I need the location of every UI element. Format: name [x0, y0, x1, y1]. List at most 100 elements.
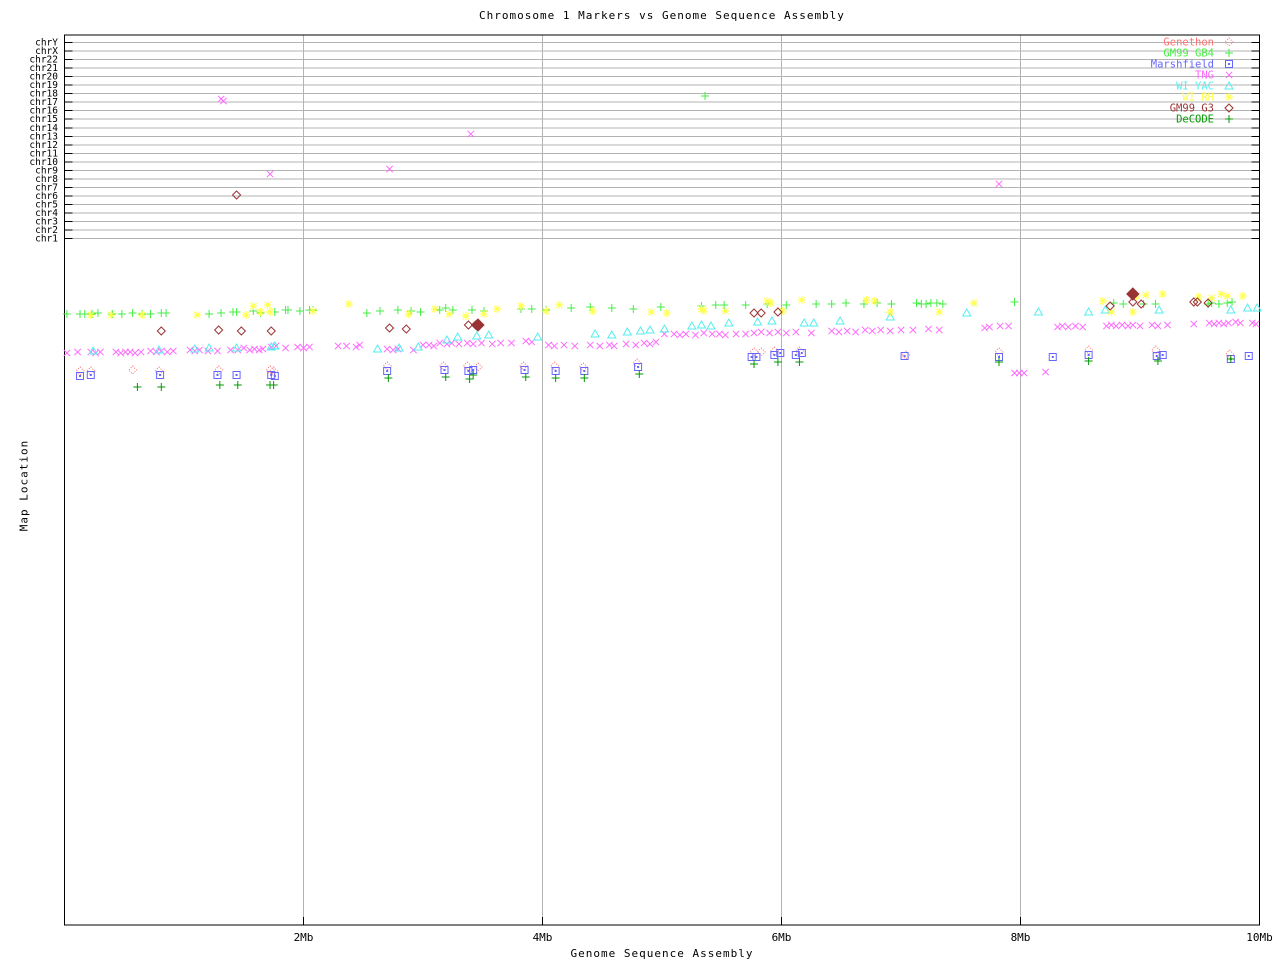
- data-point-dot: [583, 370, 586, 372]
- data-point: [870, 297, 879, 305]
- data-point: [266, 170, 274, 178]
- data-point: [488, 340, 496, 348]
- data-point: [1225, 71, 1233, 79]
- data-point: [862, 296, 871, 304]
- data-point: [445, 310, 454, 318]
- data-point: [295, 307, 304, 315]
- data-point: [189, 343, 200, 353]
- data-point: [551, 374, 560, 382]
- data-point: [828, 327, 836, 335]
- data-point: [435, 306, 444, 314]
- data-point: [835, 315, 845, 325]
- data-point: [721, 331, 729, 339]
- data-point: [1079, 323, 1087, 331]
- data-point: [1048, 353, 1057, 361]
- data-point: [137, 348, 145, 356]
- data-point: [782, 329, 790, 337]
- data-point: [383, 345, 391, 353]
- data-point: [588, 307, 597, 315]
- chromosome-row-label: chr16: [29, 106, 58, 117]
- data-point: [763, 297, 772, 305]
- chromosome-row-label: chr9: [35, 165, 58, 176]
- data-point: [465, 375, 474, 383]
- data-point: [62, 310, 71, 318]
- data-point: [436, 339, 444, 347]
- data-point: [752, 316, 763, 326]
- legend-label-gm99-g3: GM99 G3: [1170, 103, 1214, 115]
- data-point: [213, 325, 224, 335]
- data-point: [232, 371, 241, 379]
- data-point-dot: [997, 356, 1000, 358]
- chromosome-row-label: chrY: [35, 38, 58, 49]
- data-point: [797, 349, 806, 357]
- data-point: [750, 329, 758, 337]
- data-point: [622, 340, 630, 348]
- data-point: [799, 317, 810, 327]
- data-point-dot: [467, 370, 470, 372]
- chromosome-row-label: chr21: [29, 63, 58, 74]
- data-point: [232, 308, 241, 316]
- data-point: [699, 307, 708, 315]
- data-point-dot: [89, 374, 92, 376]
- data-point: [596, 342, 604, 350]
- data-point-dot: [1161, 354, 1164, 356]
- legend-label-gm99-gb4: GM99 GB4: [1163, 48, 1214, 60]
- data-point: [659, 323, 670, 333]
- legend-label-tng: TNG: [1195, 70, 1214, 82]
- data-point: [169, 347, 177, 355]
- data-point: [249, 302, 258, 310]
- data-point: [827, 300, 836, 308]
- data-point: [932, 299, 941, 307]
- data-point: [897, 326, 905, 334]
- legend-label-marshfield: Marshfield: [1151, 59, 1214, 71]
- data-point: [416, 308, 425, 316]
- data-point: [640, 339, 648, 347]
- series-marshfield: [76, 349, 1253, 380]
- data-point: [154, 344, 164, 354]
- data-point: [1033, 306, 1044, 316]
- data-point: [80, 310, 89, 318]
- data-point: [994, 358, 1003, 366]
- data-point: [521, 373, 530, 381]
- data-point: [767, 315, 777, 325]
- data-point-dot: [1051, 356, 1054, 358]
- data-point-dot: [779, 352, 782, 354]
- data-point: [1128, 308, 1137, 316]
- chromosome-row-label: chr7: [35, 182, 58, 193]
- data-point: [1225, 304, 1236, 314]
- data-point: [996, 322, 1004, 330]
- data-point: [213, 371, 222, 379]
- chromosome-row-label: chr22: [29, 55, 58, 66]
- data-point: [652, 338, 660, 346]
- data-point: [266, 308, 275, 316]
- data-point: [242, 311, 251, 319]
- chromosome-row-label: chr13: [29, 131, 58, 142]
- data-point: [1158, 351, 1167, 359]
- data-point: [256, 308, 265, 316]
- data-point: [935, 308, 944, 316]
- data-point: [706, 320, 716, 330]
- data-point: [732, 330, 740, 338]
- data-point: [1083, 306, 1094, 316]
- data-point: [756, 308, 766, 318]
- data-point: [635, 325, 646, 335]
- data-point: [516, 302, 525, 310]
- data-point: [645, 324, 655, 334]
- data-point: [1225, 49, 1233, 57]
- data-point: [656, 303, 665, 311]
- data-point: [463, 339, 471, 347]
- chromosome-row-label: chr2: [35, 225, 58, 236]
- data-point: [441, 304, 450, 312]
- data-point: [741, 301, 750, 309]
- data-point: [843, 327, 851, 335]
- data-point: [1148, 321, 1156, 329]
- data-point: [647, 308, 656, 316]
- data-point: [463, 320, 474, 330]
- data-point: [233, 381, 242, 389]
- data-point: [922, 300, 931, 308]
- data-point: [782, 301, 791, 309]
- chromosome-row-label: chr15: [29, 114, 58, 125]
- data-point-dot: [903, 355, 906, 357]
- data-point: [375, 307, 384, 315]
